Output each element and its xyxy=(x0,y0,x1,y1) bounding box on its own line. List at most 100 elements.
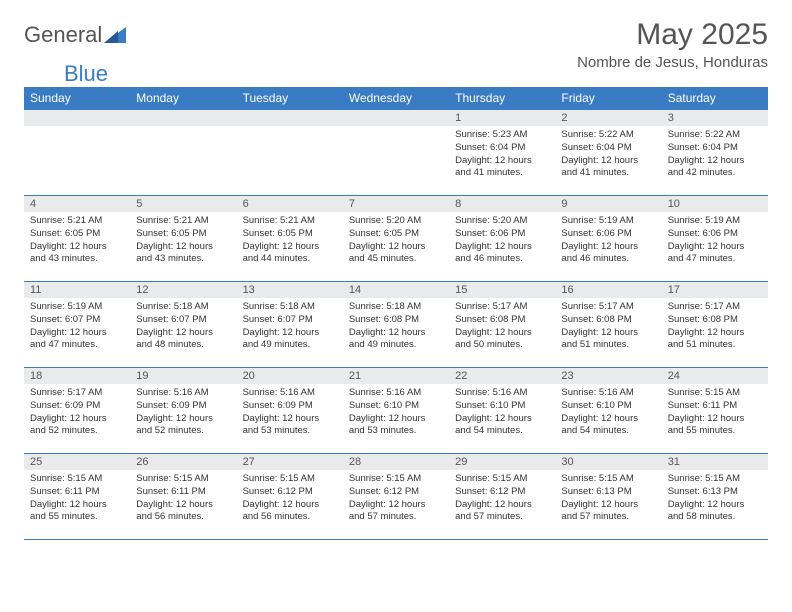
sunrise-line: Sunrise: 5:19 AM xyxy=(668,215,762,228)
day-details: Sunrise: 5:15 AMSunset: 6:12 PMDaylight:… xyxy=(343,470,449,527)
sunset-line: Sunset: 6:06 PM xyxy=(561,228,655,241)
sunset-line: Sunset: 6:06 PM xyxy=(455,228,549,241)
sunset-line: Sunset: 6:05 PM xyxy=(349,228,443,241)
calendar-cell: 1Sunrise: 5:23 AMSunset: 6:04 PMDaylight… xyxy=(449,110,555,196)
calendar-cell: 25Sunrise: 5:15 AMSunset: 6:11 PMDayligh… xyxy=(24,454,130,540)
day-number: 1 xyxy=(449,110,555,126)
sunrise-line: Sunrise: 5:21 AM xyxy=(136,215,230,228)
title-block: May 2025 Nombre de Jesus, Honduras xyxy=(577,18,768,71)
day-details: Sunrise: 5:18 AMSunset: 6:07 PMDaylight:… xyxy=(130,298,236,355)
calendar-cell: 17Sunrise: 5:17 AMSunset: 6:08 PMDayligh… xyxy=(662,282,768,368)
sunset-line: Sunset: 6:04 PM xyxy=(455,142,549,155)
sunrise-line: Sunrise: 5:20 AM xyxy=(455,215,549,228)
sunrise-line: Sunrise: 5:18 AM xyxy=(243,301,337,314)
calendar-cell: 3Sunrise: 5:22 AMSunset: 6:04 PMDaylight… xyxy=(662,110,768,196)
day-number: 12 xyxy=(130,282,236,298)
sunset-line: Sunset: 6:08 PM xyxy=(455,314,549,327)
weekday-header: Friday xyxy=(555,87,661,110)
logo: General xyxy=(24,18,128,48)
sunrise-line: Sunrise: 5:15 AM xyxy=(668,387,762,400)
calendar-cell: 26Sunrise: 5:15 AMSunset: 6:11 PMDayligh… xyxy=(130,454,236,540)
day-number: 3 xyxy=(662,110,768,126)
daylight-line: Daylight: 12 hours and 47 minutes. xyxy=(30,327,124,353)
weekday-header: Saturday xyxy=(662,87,768,110)
day-number: 30 xyxy=(555,454,661,470)
day-number: 27 xyxy=(237,454,343,470)
daylight-line: Daylight: 12 hours and 55 minutes. xyxy=(30,499,124,525)
day-details: Sunrise: 5:15 AMSunset: 6:13 PMDaylight:… xyxy=(555,470,661,527)
sunset-line: Sunset: 6:09 PM xyxy=(136,400,230,413)
calendar-cell: 28Sunrise: 5:15 AMSunset: 6:12 PMDayligh… xyxy=(343,454,449,540)
sunset-line: Sunset: 6:09 PM xyxy=(243,400,337,413)
day-details: Sunrise: 5:17 AMSunset: 6:08 PMDaylight:… xyxy=(662,298,768,355)
calendar-cell xyxy=(343,110,449,196)
day-number: 17 xyxy=(662,282,768,298)
day-number: 9 xyxy=(555,196,661,212)
day-details: Sunrise: 5:19 AMSunset: 6:06 PMDaylight:… xyxy=(555,212,661,269)
calendar-cell: 22Sunrise: 5:16 AMSunset: 6:10 PMDayligh… xyxy=(449,368,555,454)
daylight-line: Daylight: 12 hours and 51 minutes. xyxy=(668,327,762,353)
day-details: Sunrise: 5:20 AMSunset: 6:06 PMDaylight:… xyxy=(449,212,555,269)
page-title: May 2025 xyxy=(577,18,768,52)
day-details: Sunrise: 5:22 AMSunset: 6:04 PMDaylight:… xyxy=(662,126,768,183)
sunrise-line: Sunrise: 5:17 AM xyxy=(561,301,655,314)
calendar-cell: 7Sunrise: 5:20 AMSunset: 6:05 PMDaylight… xyxy=(343,196,449,282)
weekday-header: Monday xyxy=(130,87,236,110)
calendar-cell: 15Sunrise: 5:17 AMSunset: 6:08 PMDayligh… xyxy=(449,282,555,368)
day-details: Sunrise: 5:15 AMSunset: 6:11 PMDaylight:… xyxy=(130,470,236,527)
daylight-line: Daylight: 12 hours and 43 minutes. xyxy=(136,241,230,267)
day-details: Sunrise: 5:15 AMSunset: 6:11 PMDaylight:… xyxy=(24,470,130,527)
day-number: 22 xyxy=(449,368,555,384)
sunset-line: Sunset: 6:08 PM xyxy=(668,314,762,327)
calendar-cell: 23Sunrise: 5:16 AMSunset: 6:10 PMDayligh… xyxy=(555,368,661,454)
sunset-line: Sunset: 6:11 PM xyxy=(136,486,230,499)
sunrise-line: Sunrise: 5:16 AM xyxy=(243,387,337,400)
sunset-line: Sunset: 6:09 PM xyxy=(30,400,124,413)
calendar-cell: 9Sunrise: 5:19 AMSunset: 6:06 PMDaylight… xyxy=(555,196,661,282)
calendar-cell xyxy=(237,110,343,196)
sunrise-line: Sunrise: 5:22 AM xyxy=(668,129,762,142)
day-number xyxy=(237,110,343,126)
daylight-line: Daylight: 12 hours and 54 minutes. xyxy=(561,413,655,439)
daylight-line: Daylight: 12 hours and 57 minutes. xyxy=(455,499,549,525)
day-number: 11 xyxy=(24,282,130,298)
daylight-line: Daylight: 12 hours and 45 minutes. xyxy=(349,241,443,267)
day-number: 28 xyxy=(343,454,449,470)
day-details: Sunrise: 5:16 AMSunset: 6:10 PMDaylight:… xyxy=(555,384,661,441)
day-number: 13 xyxy=(237,282,343,298)
sunrise-line: Sunrise: 5:19 AM xyxy=(561,215,655,228)
calendar-body: 1Sunrise: 5:23 AMSunset: 6:04 PMDaylight… xyxy=(24,110,768,540)
sunrise-line: Sunrise: 5:15 AM xyxy=(668,473,762,486)
day-details: Sunrise: 5:16 AMSunset: 6:09 PMDaylight:… xyxy=(237,384,343,441)
day-number: 7 xyxy=(343,196,449,212)
daylight-line: Daylight: 12 hours and 44 minutes. xyxy=(243,241,337,267)
day-number: 8 xyxy=(449,196,555,212)
calendar-cell: 18Sunrise: 5:17 AMSunset: 6:09 PMDayligh… xyxy=(24,368,130,454)
day-details: Sunrise: 5:17 AMSunset: 6:09 PMDaylight:… xyxy=(24,384,130,441)
calendar-row: 1Sunrise: 5:23 AMSunset: 6:04 PMDaylight… xyxy=(24,110,768,196)
daylight-line: Daylight: 12 hours and 52 minutes. xyxy=(136,413,230,439)
calendar-cell: 19Sunrise: 5:16 AMSunset: 6:09 PMDayligh… xyxy=(130,368,236,454)
daylight-line: Daylight: 12 hours and 48 minutes. xyxy=(136,327,230,353)
daylight-line: Daylight: 12 hours and 53 minutes. xyxy=(243,413,337,439)
day-number: 18 xyxy=(24,368,130,384)
day-details: Sunrise: 5:19 AMSunset: 6:06 PMDaylight:… xyxy=(662,212,768,269)
calendar-cell: 31Sunrise: 5:15 AMSunset: 6:13 PMDayligh… xyxy=(662,454,768,540)
day-details: Sunrise: 5:15 AMSunset: 6:13 PMDaylight:… xyxy=(662,470,768,527)
daylight-line: Daylight: 12 hours and 49 minutes. xyxy=(243,327,337,353)
sunset-line: Sunset: 6:06 PM xyxy=(668,228,762,241)
sunrise-line: Sunrise: 5:15 AM xyxy=(243,473,337,486)
daylight-line: Daylight: 12 hours and 47 minutes. xyxy=(668,241,762,267)
day-number: 26 xyxy=(130,454,236,470)
sunset-line: Sunset: 6:10 PM xyxy=(561,400,655,413)
day-number xyxy=(130,110,236,126)
day-number: 25 xyxy=(24,454,130,470)
daylight-line: Daylight: 12 hours and 41 minutes. xyxy=(455,155,549,181)
sunset-line: Sunset: 6:10 PM xyxy=(455,400,549,413)
calendar-cell: 21Sunrise: 5:16 AMSunset: 6:10 PMDayligh… xyxy=(343,368,449,454)
day-number: 19 xyxy=(130,368,236,384)
day-details: Sunrise: 5:22 AMSunset: 6:04 PMDaylight:… xyxy=(555,126,661,183)
calendar-cell xyxy=(130,110,236,196)
day-details: Sunrise: 5:21 AMSunset: 6:05 PMDaylight:… xyxy=(24,212,130,269)
daylight-line: Daylight: 12 hours and 58 minutes. xyxy=(668,499,762,525)
